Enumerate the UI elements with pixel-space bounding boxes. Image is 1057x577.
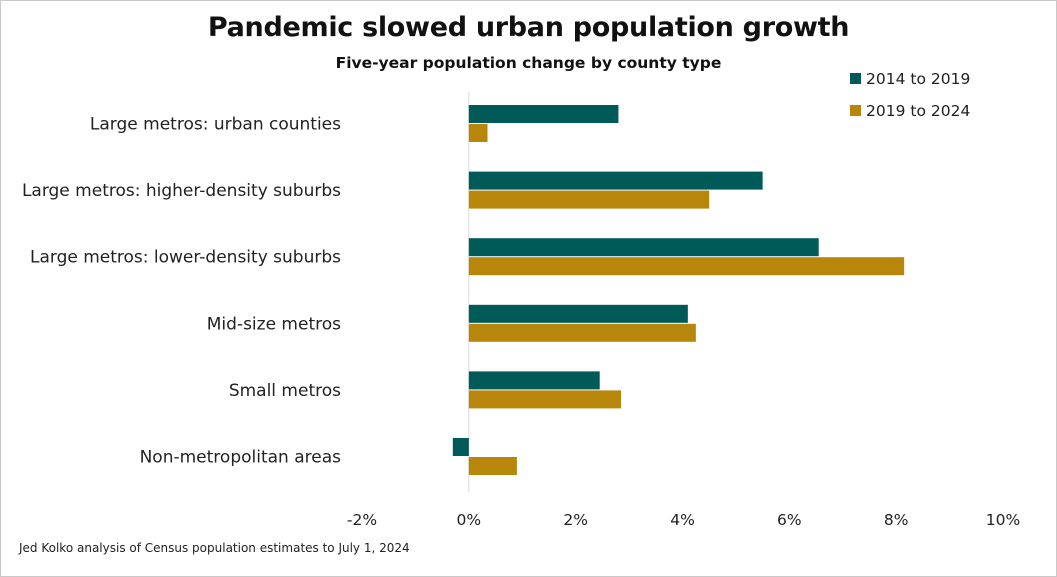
x-tick-label: -2% — [347, 511, 377, 529]
category-labels: Large metros: urban counties Large metros… — [22, 115, 341, 468]
category-label: Large metros: higher-density suburbs — [22, 181, 341, 201]
bar-series1-1 — [468, 105, 619, 123]
bars — [452, 105, 905, 475]
x-tick-label: 4% — [670, 511, 695, 529]
bar-series1-4 — [468, 304, 688, 323]
bar-series1-3 — [468, 238, 819, 257]
chart-title: Pandemic slowed urban population growth — [207, 12, 850, 43]
category-label: Non-metropolitan areas — [140, 448, 342, 468]
category-label: Mid-size metros — [207, 314, 341, 334]
source-note: Jed Kolko analysis of Census population … — [19, 541, 410, 555]
legend-label: 2019 to 2024 — [866, 102, 970, 120]
bar-series1-2 — [468, 171, 763, 190]
category-label: Small metros — [229, 381, 341, 401]
bar-series2-2 — [468, 190, 710, 209]
bar-series2-1 — [468, 124, 488, 142]
category-label: Large metros: lower-density suburbs — [30, 248, 341, 268]
bar-series2-4 — [468, 323, 696, 342]
x-tick-label: 2% — [563, 511, 588, 529]
bar-series1-6 — [452, 438, 469, 456]
x-axis-ticks: -2% 0% 2% 4% 6% 8% 10% — [347, 511, 1020, 529]
legend-label: 2014 to 2019 — [866, 70, 970, 88]
bar-series2-3 — [468, 257, 905, 276]
bar-series2-5 — [468, 390, 622, 409]
bar-series2-6 — [468, 457, 517, 475]
legend-swatch — [850, 105, 861, 116]
legend-swatch — [850, 73, 861, 84]
legend: 2014 to 2019 2019 to 2024 — [850, 70, 970, 120]
x-tick-label: 6% — [777, 511, 802, 529]
x-tick-label: 8% — [884, 511, 909, 529]
x-tick-label: 0% — [457, 511, 482, 529]
chart-subtitle: Five-year population change by county ty… — [335, 54, 722, 72]
x-tick-label: 10% — [986, 511, 1020, 529]
bar-series1-5 — [468, 371, 600, 390]
category-label: Large metros: urban counties — [90, 115, 341, 135]
